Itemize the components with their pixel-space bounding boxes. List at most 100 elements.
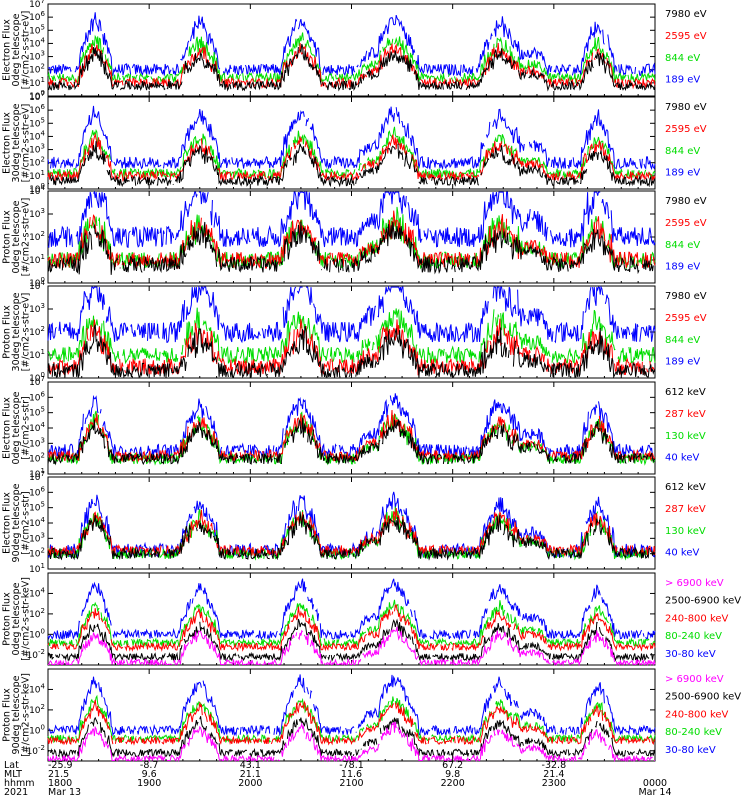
y-tick-label: 101 bbox=[29, 169, 45, 182]
legend-entry: 7980 eV bbox=[665, 9, 707, 20]
x-axis-value: 2200 bbox=[441, 778, 465, 789]
y-tick-label: 103 bbox=[29, 143, 45, 156]
legend-entry: 130 keV bbox=[665, 431, 706, 442]
x-axis-value: Mar 14 bbox=[638, 787, 671, 798]
y-tick-label: 101 bbox=[29, 76, 45, 89]
x-axis-value: 9.8 bbox=[445, 769, 460, 780]
y-tick-label: 102 bbox=[29, 452, 45, 465]
y-tick-label: 101 bbox=[29, 562, 45, 575]
legend-entry: 189 eV bbox=[665, 262, 700, 273]
y-tick-label: 100 bbox=[29, 723, 45, 736]
y-tick-label: 102 bbox=[29, 230, 45, 243]
series-line bbox=[47, 324, 656, 379]
x-axis-value: -32.8 bbox=[542, 760, 567, 771]
x-axis-row-label: MLT bbox=[4, 769, 22, 780]
y-axis-label: TEDElectron Flux0deg telescope[#/cm2-s-s… bbox=[0, 11, 31, 90]
y-tick-label: 104 bbox=[29, 682, 45, 695]
x-axis-value: 2100 bbox=[339, 778, 363, 789]
series-line bbox=[47, 694, 656, 744]
legend-entry: 7980 eV bbox=[665, 291, 707, 302]
y-tick-label: 104 bbox=[29, 586, 45, 599]
legend-entry: 844 eV bbox=[665, 146, 700, 157]
legend-entry: 2595 eV bbox=[665, 124, 707, 135]
x-axis-row-label: 2021 bbox=[4, 787, 28, 798]
x-axis-value: 2000 bbox=[238, 778, 262, 789]
y-tick-label: 104 bbox=[29, 516, 45, 529]
y-tick-label: 105 bbox=[29, 501, 45, 514]
legend-entry: > 6900 keV bbox=[665, 674, 724, 685]
legend-entry: 7980 eV bbox=[665, 102, 707, 113]
y-tick-label: 102 bbox=[29, 547, 45, 560]
x-axis-value: 67.2 bbox=[442, 760, 463, 771]
panel-frame bbox=[47, 668, 656, 762]
y-tick-label: 104 bbox=[29, 36, 45, 49]
series-line bbox=[48, 222, 655, 275]
x-axis-value: 1800 bbox=[48, 778, 72, 789]
series-line bbox=[47, 105, 656, 171]
series-line bbox=[47, 126, 656, 180]
series-line bbox=[48, 674, 656, 737]
series-line bbox=[48, 393, 655, 458]
legend-entry: 2500-6900 keV bbox=[665, 596, 741, 607]
y-tick-label: 106 bbox=[29, 485, 45, 498]
legend-entry: 40 keV bbox=[665, 453, 699, 464]
legend-entry: 2595 eV bbox=[665, 218, 707, 229]
x-axis-value: -8.7 bbox=[140, 760, 159, 771]
y-tick-label: 106 bbox=[29, 10, 45, 23]
x-axis-row-label: hhmm bbox=[4, 778, 35, 789]
y-tick-label: 106 bbox=[29, 103, 45, 116]
y-tick-label: 105 bbox=[29, 23, 45, 36]
series-line bbox=[47, 43, 656, 92]
y-tick-label: 106 bbox=[29, 390, 45, 403]
series-line bbox=[47, 491, 656, 559]
legend-entry: > 6900 keV bbox=[665, 578, 724, 589]
y-axis-label: TEDProton Flux0deg telescope[#/cm2-s-str… bbox=[0, 198, 31, 277]
legend-entry: 80-240 keV bbox=[665, 631, 722, 642]
series-line bbox=[47, 578, 656, 641]
series-line bbox=[47, 32, 656, 84]
series-line bbox=[47, 190, 656, 249]
x-axis-value: 9.6 bbox=[142, 769, 157, 780]
series-line bbox=[47, 507, 656, 558]
y-tick-label: 104 bbox=[29, 421, 45, 434]
legend-entry: 2595 eV bbox=[665, 313, 707, 324]
x-axis-table: Lat -25.9 -8.7 43.1 -78.1 67.2 -32.8 MLT 21.5 9.6… bbox=[4, 760, 672, 798]
y-tick-label: 103 bbox=[29, 531, 45, 544]
x-axis-value: 0000 bbox=[643, 778, 667, 789]
y-tick-label: 103 bbox=[29, 302, 45, 315]
legend-entry: 612 keV bbox=[665, 482, 706, 493]
series-line bbox=[47, 716, 656, 759]
y-tick-label: 101 bbox=[29, 253, 45, 266]
y-axis-label: MEPEDProton Flux0deg telescope[#/cm2-s-s… bbox=[0, 577, 31, 661]
legend-entry: 287 keV bbox=[665, 409, 706, 420]
series-line bbox=[47, 699, 656, 746]
legend-entry: 2500-6900 keV bbox=[665, 692, 741, 703]
series-line bbox=[47, 285, 656, 344]
x-axis-value: 21.1 bbox=[240, 769, 261, 780]
legend-entry: 2595 eV bbox=[665, 31, 707, 42]
y-axis-label: TEDProton Flux30deg telescope[#/cm2-s-st… bbox=[0, 292, 31, 371]
y-tick-label: 107 bbox=[29, 0, 45, 10]
legend-entry: 189 eV bbox=[665, 168, 700, 179]
x-axis-value: -78.1 bbox=[339, 760, 364, 771]
series-line bbox=[47, 12, 656, 77]
series-line bbox=[47, 307, 656, 365]
y-tick-label: 101 bbox=[29, 348, 45, 361]
x-axis-value: Mar 13 bbox=[48, 787, 81, 798]
x-axis-row-label: Lat bbox=[4, 760, 19, 771]
legend-entry: 287 keV bbox=[665, 504, 706, 515]
y-tick-label: 103 bbox=[29, 207, 45, 220]
y-tick-label: 102 bbox=[29, 703, 45, 716]
x-axis-value: 21.4 bbox=[543, 769, 564, 780]
x-axis-value: 43.1 bbox=[240, 760, 261, 771]
x-axis-value: 21.5 bbox=[48, 769, 69, 780]
legend-entry: 189 eV bbox=[665, 357, 700, 368]
legend-entry: 30-80 keV bbox=[665, 745, 716, 756]
series-line bbox=[48, 626, 656, 667]
y-tick-label: 103 bbox=[29, 436, 45, 449]
